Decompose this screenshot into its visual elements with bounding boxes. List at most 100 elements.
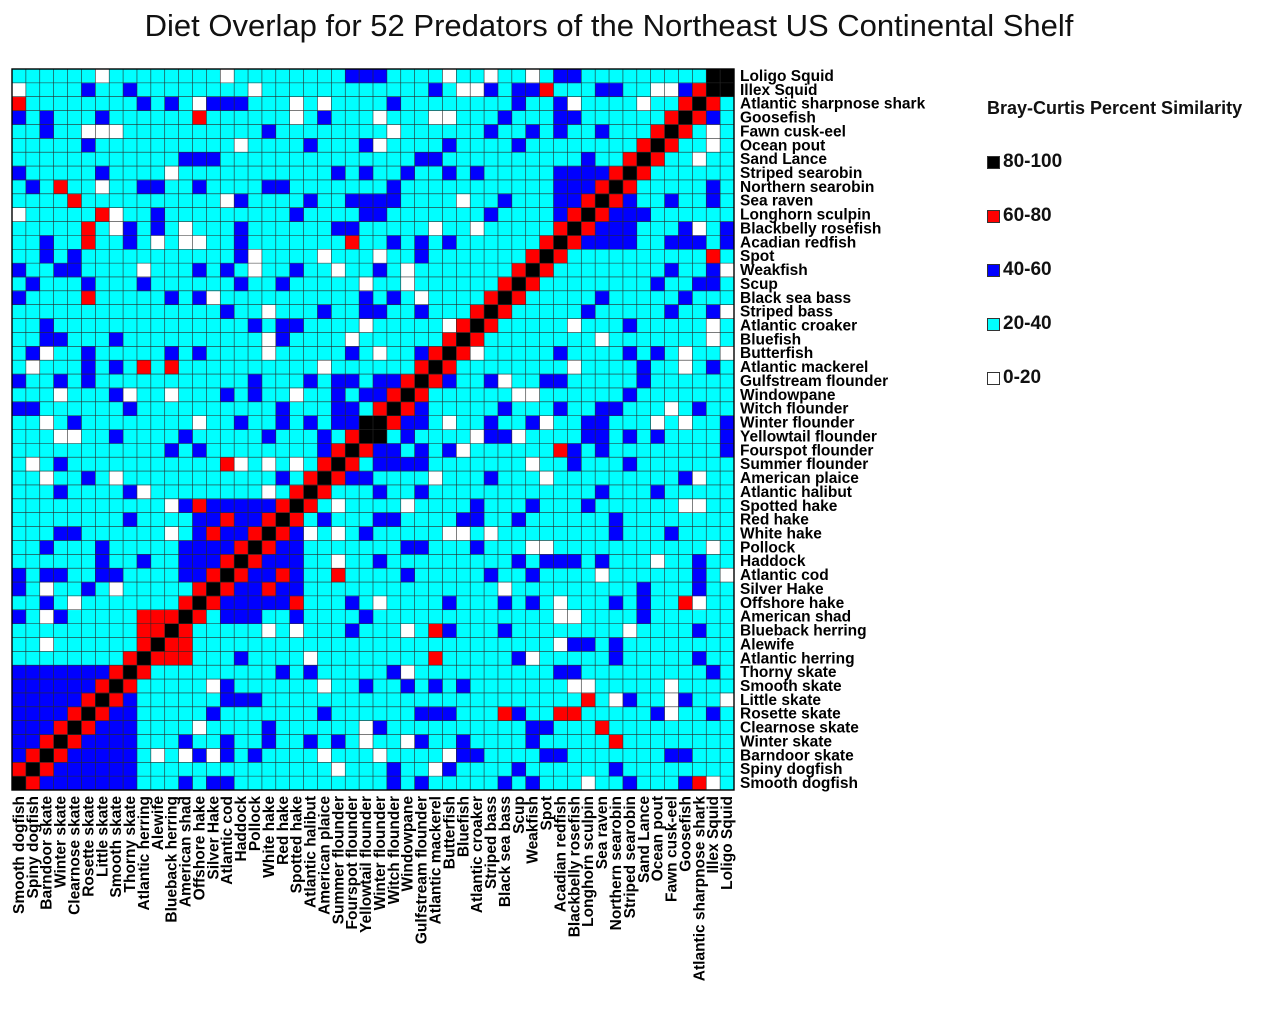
heatmap-cell bbox=[289, 665, 304, 680]
heatmap-cell bbox=[317, 290, 332, 306]
heatmap-cell bbox=[720, 387, 735, 403]
heatmap-cell bbox=[234, 471, 249, 486]
heatmap-cell bbox=[359, 526, 374, 541]
heatmap-cell bbox=[261, 263, 277, 278]
heatmap-cell bbox=[53, 263, 68, 278]
heatmap-cell bbox=[275, 457, 290, 472]
heatmap-cell bbox=[470, 540, 485, 555]
heatmap-cell bbox=[317, 512, 332, 527]
heatmap-cell bbox=[650, 582, 665, 597]
heatmap-cell bbox=[511, 692, 527, 708]
heatmap-cell bbox=[581, 193, 596, 208]
heatmap-cell bbox=[67, 568, 82, 583]
heatmap-cell bbox=[497, 484, 513, 500]
heatmap-cell bbox=[248, 540, 263, 555]
heatmap-cell bbox=[317, 374, 332, 389]
heatmap-cell bbox=[109, 457, 124, 472]
heatmap-cell bbox=[484, 484, 499, 500]
x-tick-label: Silver Hake bbox=[205, 796, 222, 880]
heatmap-cell bbox=[692, 498, 707, 513]
heatmap-cell bbox=[664, 554, 679, 569]
heatmap-cell bbox=[567, 166, 582, 181]
heatmap-cell bbox=[331, 734, 346, 749]
heatmap-cell bbox=[706, 609, 721, 624]
y-tick-label: Illex Squid bbox=[740, 82, 818, 99]
heatmap-cell bbox=[136, 429, 152, 444]
heatmap-cell bbox=[386, 304, 402, 319]
heatmap-cell bbox=[497, 692, 513, 708]
heatmap-cell bbox=[414, 346, 429, 361]
heatmap-cell bbox=[109, 332, 124, 347]
heatmap-cell bbox=[12, 720, 27, 735]
heatmap-cell bbox=[706, 235, 721, 250]
heatmap-cell bbox=[12, 235, 27, 250]
heatmap-cell bbox=[678, 207, 693, 222]
heatmap-cell bbox=[497, 360, 513, 375]
heatmap-cell bbox=[442, 221, 457, 236]
heatmap-cell bbox=[567, 665, 582, 680]
heatmap-cell bbox=[525, 152, 540, 167]
heatmap-cell bbox=[289, 235, 304, 250]
heatmap-cell bbox=[373, 734, 388, 749]
heatmap-cell bbox=[386, 554, 402, 569]
heatmap-cell bbox=[345, 179, 360, 195]
heatmap-cell bbox=[206, 221, 221, 236]
heatmap-cell bbox=[456, 304, 471, 319]
heatmap-cell bbox=[553, 623, 568, 638]
heatmap-cell bbox=[206, 609, 221, 624]
heatmap-cell bbox=[373, 484, 388, 500]
heatmap-cell bbox=[622, 263, 638, 278]
legend-swatch bbox=[987, 371, 1000, 385]
heatmap-cell bbox=[303, 193, 318, 208]
heatmap-cell bbox=[692, 554, 707, 569]
heatmap-cell bbox=[234, 706, 249, 721]
heatmap-cell bbox=[136, 387, 152, 403]
heatmap-cell bbox=[39, 387, 54, 403]
heatmap-cell bbox=[331, 276, 346, 292]
heatmap-cell bbox=[95, 263, 110, 278]
heatmap-cell bbox=[39, 637, 54, 652]
heatmap-cell bbox=[428, 734, 443, 749]
heatmap-cell bbox=[636, 484, 651, 500]
heatmap-cell bbox=[12, 734, 27, 749]
heatmap-cell bbox=[206, 706, 221, 721]
heatmap-cell bbox=[317, 443, 332, 458]
heatmap-cell bbox=[12, 637, 27, 652]
heatmap-cell bbox=[595, 457, 610, 472]
heatmap-cell bbox=[220, 415, 235, 430]
heatmap-cell bbox=[317, 526, 332, 541]
heatmap-cell bbox=[706, 706, 721, 721]
heatmap-cell bbox=[664, 249, 679, 264]
heatmap-cell bbox=[539, 96, 554, 111]
heatmap-cell bbox=[178, 609, 193, 624]
heatmap-cell bbox=[414, 263, 429, 278]
heatmap-cell bbox=[678, 498, 693, 513]
heatmap-cell bbox=[303, 318, 318, 333]
heatmap-cell bbox=[81, 374, 96, 389]
heatmap-cell bbox=[289, 720, 304, 735]
heatmap-cell bbox=[95, 762, 110, 777]
heatmap-cell bbox=[317, 692, 332, 708]
heatmap-cell bbox=[345, 776, 360, 791]
heatmap-cell bbox=[373, 526, 388, 541]
heatmap-cell bbox=[567, 374, 582, 389]
heatmap-cell bbox=[706, 276, 721, 292]
heatmap-cell bbox=[317, 82, 332, 98]
heatmap-cell bbox=[95, 706, 110, 721]
heatmap-cell bbox=[109, 540, 124, 555]
heatmap-cell bbox=[636, 720, 651, 735]
heatmap-cell bbox=[289, 457, 304, 472]
heatmap-cell bbox=[123, 166, 138, 181]
heatmap-cell bbox=[25, 138, 41, 153]
heatmap-cell bbox=[706, 360, 721, 375]
heatmap-cell bbox=[706, 429, 721, 444]
heatmap-cell bbox=[428, 82, 443, 98]
heatmap-cell bbox=[470, 443, 485, 458]
heatmap-cell bbox=[650, 679, 665, 694]
heatmap-cell bbox=[192, 124, 207, 139]
heatmap-cell bbox=[414, 762, 429, 777]
heatmap-cell bbox=[331, 332, 346, 347]
heatmap-cell bbox=[622, 110, 638, 125]
heatmap-cell bbox=[303, 124, 318, 139]
heatmap-cell bbox=[539, 152, 554, 167]
